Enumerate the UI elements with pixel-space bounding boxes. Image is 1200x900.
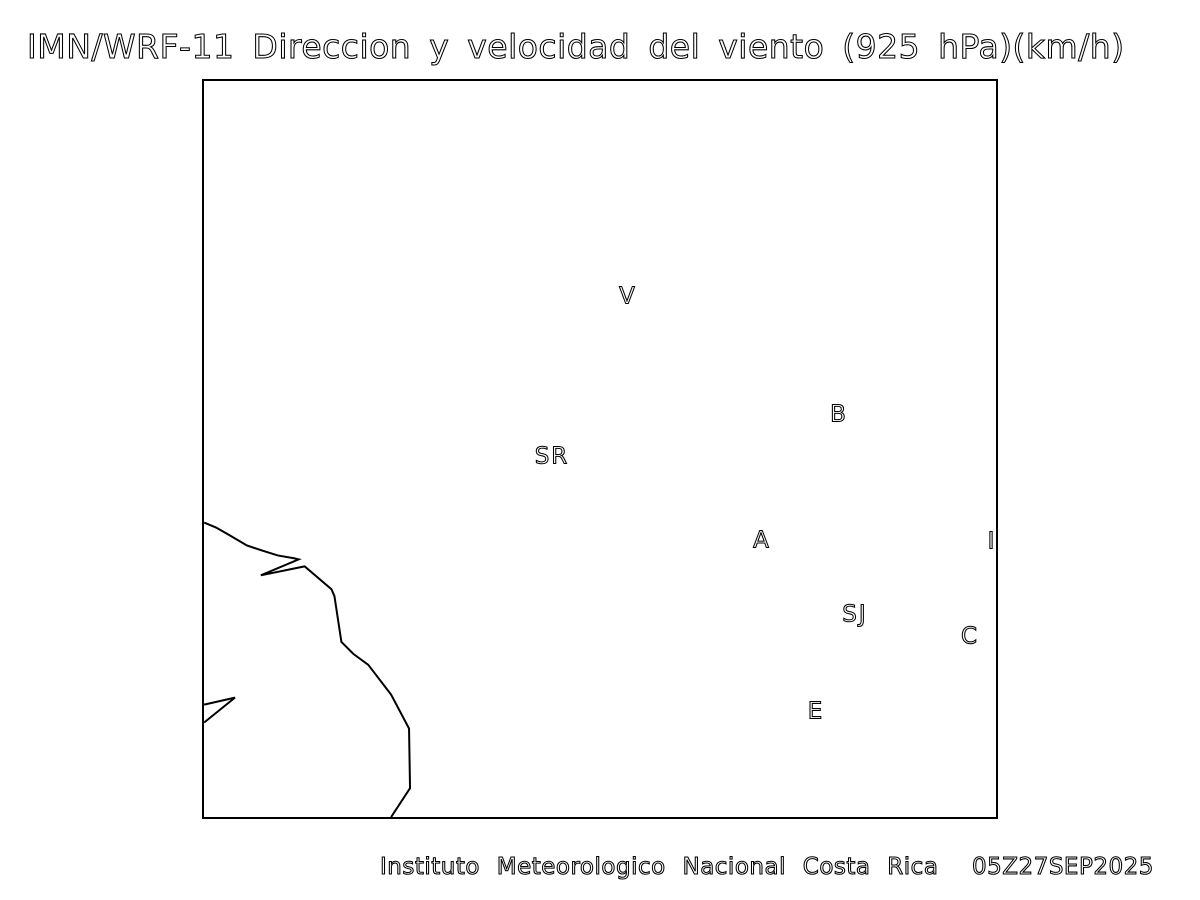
station-label-v: V [619,283,637,310]
station-label-i: I [987,528,997,555]
station-label-a: A [753,527,771,554]
coastline-path [204,521,412,817]
coastline-svg [204,521,412,817]
station-label-b: B [830,401,848,428]
footer-credit: Instituto Meteorologico Nacional Costa R… [379,854,1154,880]
station-label-sj: SJ [842,601,868,628]
station-label-c: C [960,623,980,650]
inlet-path [204,696,236,724]
plot-title: IMN/WRF-11 Direccion y velocidad del vie… [26,27,1125,66]
station-label-e: E [807,698,825,725]
station-label-sr: SR [534,443,570,470]
map-frame: V B SR A I SJ C E [202,79,998,819]
